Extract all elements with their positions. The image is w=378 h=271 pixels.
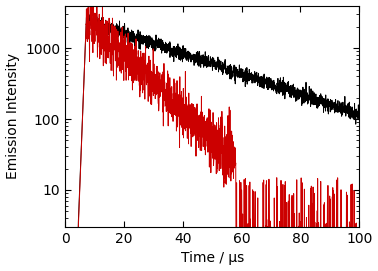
X-axis label: Time / μs: Time / μs (181, 251, 244, 265)
Y-axis label: Emission Intensity: Emission Intensity (6, 53, 20, 179)
